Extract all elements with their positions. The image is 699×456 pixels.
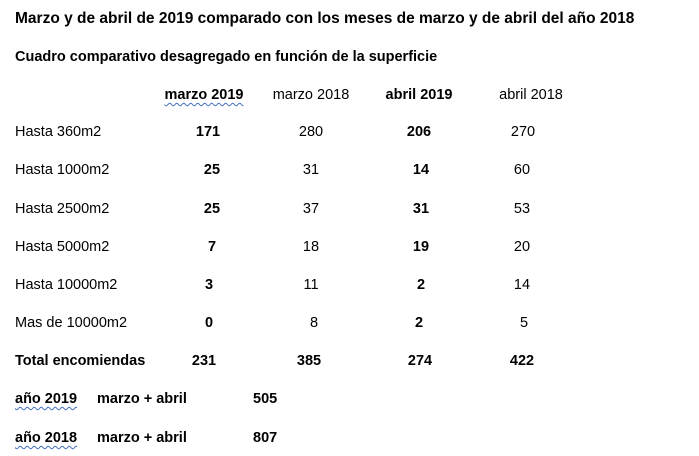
total-abril-2019: 274 bbox=[407, 353, 433, 369]
summary-value: 505 bbox=[253, 391, 278, 407]
cell-abril-2019: 206 bbox=[406, 124, 432, 140]
header-abril-2018: abril 2018 bbox=[499, 87, 563, 103]
cell-marzo-2018: 11 bbox=[303, 277, 319, 293]
row-label: Hasta 5000m2 bbox=[15, 239, 110, 255]
total-marzo-2019: 231 bbox=[191, 353, 217, 369]
summary-period: marzo + abril bbox=[97, 430, 187, 446]
cell-marzo-2018: 18 bbox=[302, 239, 320, 255]
total-abril-2018: 422 bbox=[509, 353, 535, 369]
cell-marzo-2018: 8 bbox=[309, 315, 319, 331]
cell-marzo-2019: 171 bbox=[195, 124, 221, 140]
cell-marzo-2019: 3 bbox=[204, 277, 214, 293]
cell-marzo-2018: 37 bbox=[302, 201, 320, 217]
summary-year: año 2018 bbox=[15, 430, 78, 446]
cell-marzo-2019: 25 bbox=[203, 162, 221, 178]
cell-abril-2019: 19 bbox=[412, 239, 430, 255]
cell-marzo-2019: 25 bbox=[203, 201, 221, 217]
cell-abril-2018: 53 bbox=[513, 201, 531, 217]
cell-abril-2019: 14 bbox=[412, 162, 430, 178]
row-label: Hasta 2500m2 bbox=[15, 201, 110, 217]
cell-abril-2018: 14 bbox=[513, 277, 531, 293]
cell-marzo-2019: 0 bbox=[204, 315, 214, 331]
cell-marzo-2018: 31 bbox=[302, 162, 320, 178]
summary-year: año 2019 bbox=[15, 391, 78, 407]
summary-period: marzo + abril bbox=[97, 391, 187, 407]
total-label: Total encomiendas bbox=[15, 353, 146, 369]
cell-abril-2019: 2 bbox=[414, 315, 424, 331]
cell-marzo-2019: 7 bbox=[207, 239, 217, 255]
total-marzo-2018: 385 bbox=[296, 353, 322, 369]
row-label: Hasta 1000m2 bbox=[15, 162, 110, 178]
summary-value: 807 bbox=[253, 430, 278, 446]
cell-abril-2019: 2 bbox=[416, 277, 426, 293]
page-title: Marzo y de abril de 2019 comparado con l… bbox=[15, 10, 635, 27]
cell-abril-2019: 31 bbox=[412, 201, 430, 217]
cell-abril-2018: 20 bbox=[513, 239, 531, 255]
page-subtitle: Cuadro comparativo desagregado en funció… bbox=[15, 49, 438, 65]
cell-abril-2018: 270 bbox=[510, 124, 536, 140]
row-label: Hasta 10000m2 bbox=[15, 277, 118, 293]
cell-abril-2018: 5 bbox=[519, 315, 529, 331]
header-marzo-2019: marzo 2019 bbox=[164, 87, 244, 103]
row-label: Mas de 10000m2 bbox=[15, 315, 128, 331]
cell-abril-2018: 60 bbox=[513, 162, 531, 178]
header-marzo-2018: marzo 2018 bbox=[272, 87, 350, 103]
header-abril-2019: abril 2019 bbox=[385, 87, 453, 103]
cell-marzo-2018: 280 bbox=[298, 124, 324, 140]
row-label: Hasta 360m2 bbox=[15, 124, 102, 140]
